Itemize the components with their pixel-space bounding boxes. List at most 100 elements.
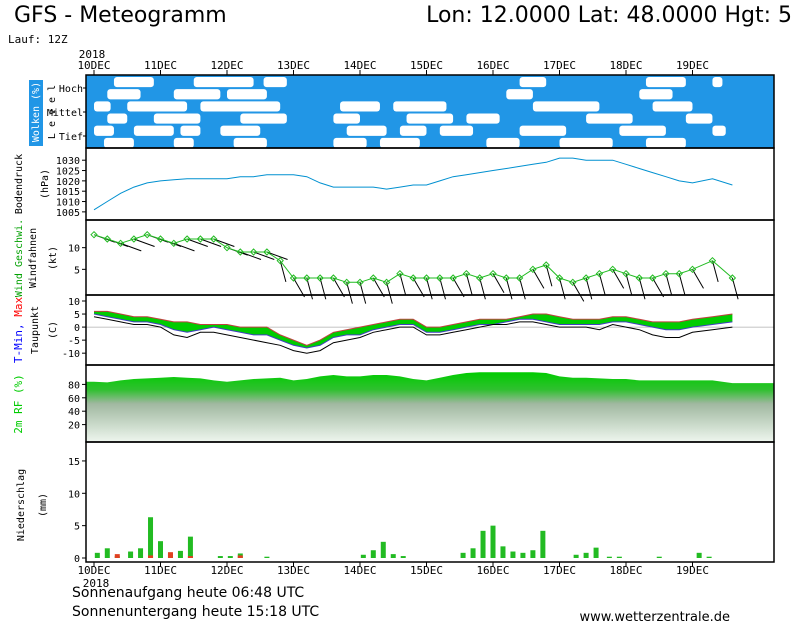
wind-speed-marker xyxy=(249,248,258,256)
wind-barb xyxy=(479,277,486,300)
cloud-gap xyxy=(712,77,723,88)
wind-barb xyxy=(452,277,465,298)
wind-barb xyxy=(399,273,407,296)
precip-bar xyxy=(583,552,589,558)
day-label-top: 16DEC xyxy=(476,59,509,72)
wind-barb xyxy=(652,277,665,298)
precip-bar-convective xyxy=(114,554,120,558)
precip-bar xyxy=(510,551,516,558)
precip-bar xyxy=(138,548,144,558)
wind-barb xyxy=(266,251,288,260)
wind-speed-marker xyxy=(555,274,564,282)
panel-frame-prec xyxy=(85,441,775,563)
cloud-gap xyxy=(193,77,254,88)
wind-speed-marker xyxy=(449,274,457,282)
wind-barb xyxy=(346,282,353,304)
site-link[interactable]: www.wetterzentrale.de xyxy=(579,610,730,625)
precip-bar xyxy=(390,554,396,558)
day-label-bottom: 15DEC xyxy=(410,564,443,577)
tmax-line xyxy=(94,310,733,346)
pressure-ylabel: Bodendruck xyxy=(14,154,25,214)
wind-barb xyxy=(426,277,433,300)
cloud-gap xyxy=(263,77,287,88)
pressure-tick-label: 1020 xyxy=(56,177,80,188)
temp-tick-label: 10 xyxy=(68,297,80,308)
wind-barb xyxy=(678,273,686,296)
pressure-tick-label: 1015 xyxy=(56,187,80,198)
day-label-bottom: 10DEC xyxy=(77,564,110,577)
wind-barb xyxy=(120,242,142,252)
cloud-level-label: Tief xyxy=(59,132,83,143)
wind-speed-marker xyxy=(303,274,311,282)
wind-speed-marker xyxy=(342,278,351,287)
cloud-gap xyxy=(379,137,420,148)
wind-speed-marker xyxy=(196,235,205,243)
day-label-bottom: 17DEC xyxy=(543,564,576,577)
wind-speed-marker xyxy=(236,248,245,256)
cloud-gap xyxy=(94,125,114,136)
precip-bar xyxy=(706,556,712,558)
wind-speed-marker xyxy=(130,235,138,243)
wind-speed-marker xyxy=(382,278,391,287)
temp-band xyxy=(94,311,733,348)
wind-barb xyxy=(186,238,208,247)
cloud-gap xyxy=(652,101,693,112)
wind-barb xyxy=(279,260,287,283)
day-label-top: 15DEC xyxy=(410,59,443,72)
wind-speed-marker xyxy=(263,248,271,256)
cloud-ylabel: Wolken (%) xyxy=(31,82,42,142)
precip-bar xyxy=(520,552,526,558)
wind-barb xyxy=(612,269,625,289)
wind-barb xyxy=(372,277,385,298)
wind-tick-label: 5 xyxy=(74,265,80,276)
wind-barb xyxy=(492,273,505,293)
wind-barb xyxy=(306,277,313,300)
precip-bar-convective xyxy=(148,555,154,558)
cloud-gap xyxy=(340,101,380,112)
wind-barb xyxy=(692,269,704,289)
wind-barb xyxy=(638,277,646,300)
day-label-bottom: 11DEC xyxy=(144,564,177,577)
precip-bar xyxy=(573,554,579,558)
precip-bar xyxy=(227,556,233,558)
wind-speed-marker xyxy=(475,274,484,282)
precip-bar-convective xyxy=(237,555,243,558)
wind-barb xyxy=(545,264,553,287)
wind-speed-marker xyxy=(502,274,511,282)
wind-speed-marker xyxy=(183,235,191,243)
precip-bar xyxy=(158,541,163,558)
cloud-gap xyxy=(233,137,267,148)
wind-barb xyxy=(359,282,367,304)
sunrise-text: Sonnenaufgang heute 06:48 UTC xyxy=(72,585,305,601)
day-label-top: 13DEC xyxy=(277,59,310,72)
day-label-bottom: 12DEC xyxy=(210,564,243,577)
day-label-top: 18DEC xyxy=(609,59,642,72)
cloud-gap xyxy=(486,137,520,148)
tmin-line xyxy=(93,313,733,349)
cloud-gap xyxy=(466,113,500,124)
temp-tick-label: -5 xyxy=(68,336,80,347)
wind-barb xyxy=(585,277,593,300)
cloud-gap xyxy=(619,125,666,136)
cloud-gap xyxy=(586,113,633,124)
year-label-bottom: 2018 xyxy=(83,577,110,590)
wind-speed-marker xyxy=(529,265,537,274)
wind-barb xyxy=(240,251,262,260)
wind-barb xyxy=(572,282,585,302)
precip-bar xyxy=(94,552,100,558)
wind-speed-marker xyxy=(90,230,98,239)
temp-ylabel: T-Min, Max xyxy=(12,297,25,364)
wind-speed-marker xyxy=(635,274,644,282)
temp-tick-label: 5 xyxy=(74,310,80,321)
wind-barb xyxy=(625,273,633,296)
location-info: Lon: 12.0000 Lat: 48.0000 Hgt: 5 xyxy=(426,3,792,28)
wind-speed-marker xyxy=(223,243,231,252)
rh-tick-label: 60 xyxy=(68,394,80,405)
day-label-bottom: 16DEC xyxy=(476,564,509,577)
wind-speed-marker xyxy=(569,278,577,287)
wind-speed-marker xyxy=(728,274,737,282)
wind-barb xyxy=(253,251,275,260)
wind-barb xyxy=(386,282,393,304)
cloud-gap xyxy=(173,137,194,148)
